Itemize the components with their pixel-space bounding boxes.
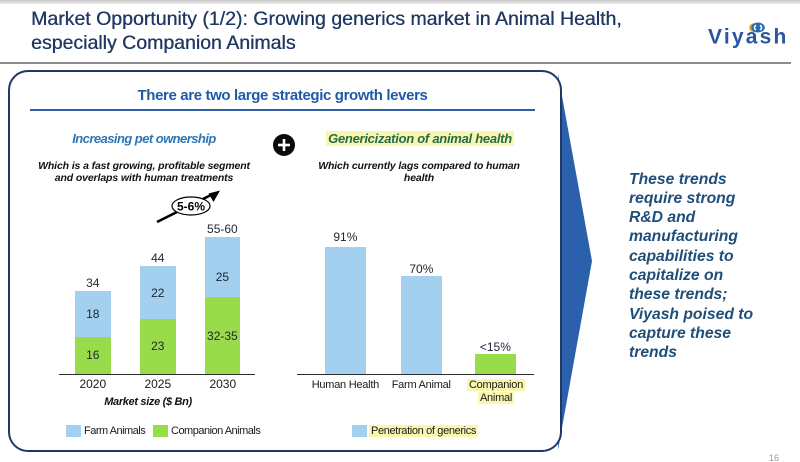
svg-text:Viyash: Viyash bbox=[708, 26, 789, 49]
svg-text:5-6%: 5-6% bbox=[177, 200, 205, 214]
